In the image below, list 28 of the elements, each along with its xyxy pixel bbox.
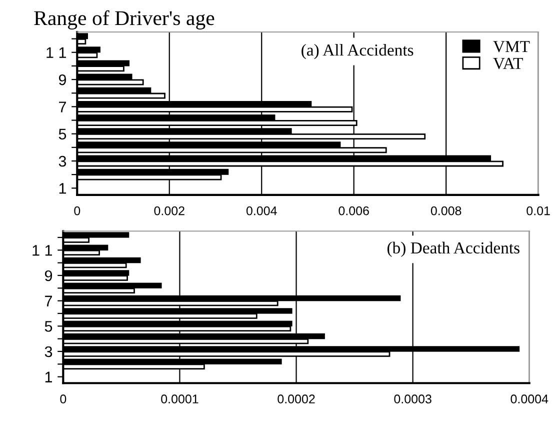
y-tick-label: 1 1 — [32, 245, 52, 256]
x-tick-label: 0 — [60, 394, 66, 404]
y-tick-label: 5 — [58, 128, 66, 140]
y-tick-label: 1 — [45, 372, 52, 382]
x-tick-label: 0.008 — [430, 206, 462, 216]
y-tick-label: 1 — [59, 183, 66, 194]
x-tick-label: 0.006 — [338, 206, 369, 216]
legend-label: VAT — [493, 58, 523, 70]
y-tick-label: 9 — [44, 270, 52, 282]
x-tick-label: 0 — [74, 206, 80, 216]
x-tick-label: 0.002 — [154, 206, 184, 216]
legend-label: VMT — [493, 41, 530, 52]
x-tick-label: 0.0002 — [278, 394, 315, 404]
x-tick-label: 0.0001 — [161, 394, 198, 404]
y-tick-label: 3 — [58, 156, 66, 167]
text: (b) Death Accidents — [387, 242, 520, 257]
y-tick-label: 9 — [58, 74, 66, 86]
x-tick-label: 0.0004 — [510, 394, 548, 404]
x-tick-label: 0.0003 — [394, 394, 432, 404]
x-tick-label: 0.004 — [246, 206, 277, 216]
x-tick-label: 0.01 — [526, 206, 550, 216]
y-axis-title: Range of Driver's age — [34, 10, 214, 30]
text: (a) All Accidents — [302, 44, 414, 60]
y-tick-label: 7 — [45, 296, 52, 306]
y-tick-label: 7 — [59, 102, 66, 112]
y-tick-label: 1 1 — [46, 47, 66, 58]
y-tick-label: 3 — [44, 346, 52, 358]
y-tick-label: 5 — [44, 321, 52, 332]
